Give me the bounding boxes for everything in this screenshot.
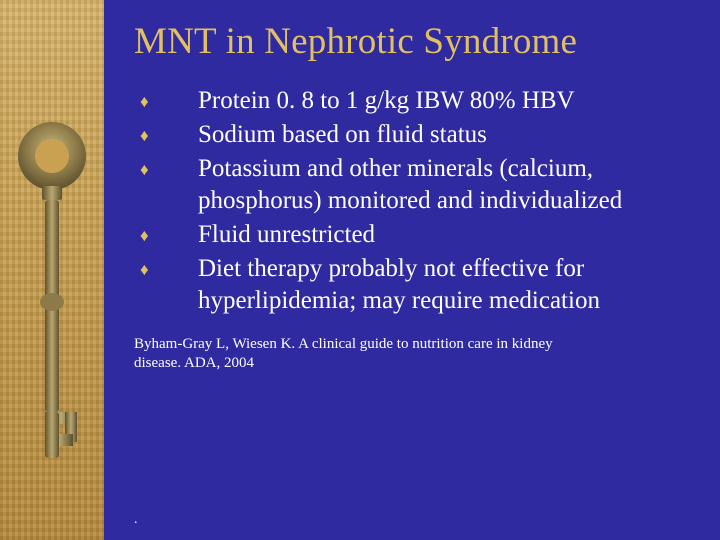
bullet-text: Potassium and other minerals (calcium, p… [198,153,702,217]
slide-title: MNT in Nephrotic Syndrome [134,20,702,63]
list-item: ♦ Diet therapy probably not effective fo… [140,253,702,317]
bullet-list: ♦ Protein 0. 8 to 1 g/kg IBW 80% HBV ♦ S… [140,85,702,317]
diamond-bullet-icon: ♦ [140,219,198,247]
footnote-dot: . [134,512,138,528]
bullet-text: Diet therapy probably not effective for … [198,253,702,317]
list-item: ♦ Fluid unrestricted [140,219,702,251]
bullet-text: Protein 0. 8 to 1 g/kg IBW 80% HBV [198,85,702,117]
antique-key-icon [17,112,87,472]
diamond-bullet-icon: ♦ [140,85,198,113]
bullet-text: Fluid unrestricted [198,219,702,251]
bullet-text: Sodium based on fluid status [198,119,702,151]
citation-text: Byham-Gray L, Wiesen K. A clinical guide… [134,335,564,373]
list-item: ♦ Protein 0. 8 to 1 g/kg IBW 80% HBV [140,85,702,117]
diamond-bullet-icon: ♦ [140,119,198,147]
list-item: ♦ Potassium and other minerals (calcium,… [140,153,702,217]
diamond-bullet-icon: ♦ [140,253,198,281]
slide-body: MNT in Nephrotic Syndrome ♦ Protein 0. 8… [104,0,720,540]
sidebar-texture-panel [0,0,104,540]
diamond-bullet-icon: ♦ [140,153,198,181]
list-item: ♦ Sodium based on fluid status [140,119,702,151]
